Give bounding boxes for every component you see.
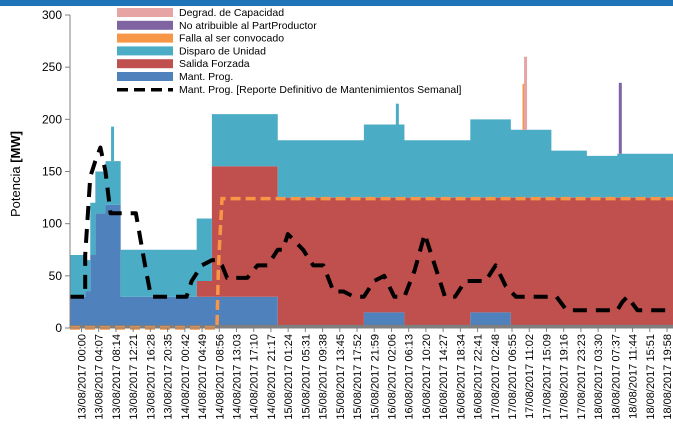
x-tick-label: 18/08/2017 19:58 xyxy=(662,334,673,420)
legend-label-0: Degrad. de Capacidad xyxy=(179,7,284,19)
chart-axes: 0 50 100 150 200 250 300 13/08/2017 00:00 13/08/… xyxy=(42,8,673,420)
header-bar xyxy=(0,0,673,6)
x-tick-label: 16/08/2017 06:13 xyxy=(404,334,416,420)
y-tick-label: 50 xyxy=(49,269,63,283)
x-tick-label: 14/08/2017 17:10 xyxy=(249,334,261,420)
x-tick-label: 13/08/2017 04:07 xyxy=(94,334,106,420)
x-tick-label: 17/08/2017 23:23 xyxy=(576,334,588,420)
legend-label-3: Disparo de Unidad xyxy=(179,45,266,57)
x-tick-label: 18/08/2017 03:30 xyxy=(593,334,605,420)
x-tick-label: 17/08/2017 11:02 xyxy=(524,334,536,419)
baseline-band xyxy=(70,324,673,328)
y-axis-label-text: Potencia xyxy=(8,163,23,217)
x-tick-label: 18/08/2017 11:44 xyxy=(628,334,640,419)
x-tick-label: 17/08/2017 19:16 xyxy=(559,334,571,420)
x-tick-label: 13/08/2017 00:00 xyxy=(77,334,89,420)
legend-swatch-0 xyxy=(117,8,173,17)
x-tick-label: 16/08/2017 14:27 xyxy=(438,334,450,420)
legend-swatch-4 xyxy=(117,59,173,69)
x-tick-label: 13/08/2017 20:35 xyxy=(163,334,175,420)
y-tick-label: 100 xyxy=(42,217,62,231)
spike-4 xyxy=(395,103,399,125)
plot-area xyxy=(70,56,673,330)
y-axis-label-unit: [MW] xyxy=(8,131,23,163)
x-tick-label: 16/08/2017 02:06 xyxy=(386,334,398,420)
x-tick-label: 18/08/2017 07:37 xyxy=(610,334,622,420)
x-tick-label: 14/08/2017 21:17 xyxy=(266,334,278,420)
y-tick-label: 250 xyxy=(42,60,62,74)
x-tick-label: 17/08/2017 02:48 xyxy=(490,334,502,420)
x-tick-label: 15/08/2017 17:52 xyxy=(352,334,364,420)
legend-label-2: Falla al ser convocado xyxy=(179,33,284,45)
legend-label-6: Mant. Prog. [Reporte Definitivo de Mante… xyxy=(179,84,462,96)
x-tick-label: 15/08/2017 01:24 xyxy=(283,334,295,420)
x-tick-label: 16/08/2017 22:41 xyxy=(473,334,485,420)
x-tick-label: 17/08/2017 15:09 xyxy=(541,334,553,420)
legend-swatch-3 xyxy=(117,46,173,56)
x-tick-label: 17/08/2017 06:55 xyxy=(507,334,519,420)
area-series-2 xyxy=(70,114,673,297)
spike-3 xyxy=(618,82,622,154)
x-tick-label: 13/08/2017 08:14 xyxy=(111,334,123,420)
spike-2 xyxy=(524,56,528,130)
area-series-1 xyxy=(70,166,673,328)
y-axis-label: Potencia [MW] xyxy=(8,131,23,217)
legend-label-5: Mant. Prog. xyxy=(179,71,233,83)
x-tick-label: 13/08/2017 12:21 xyxy=(128,334,140,420)
legend-label-4: Salida Forzada xyxy=(179,58,250,70)
area-series-0 xyxy=(70,204,673,328)
x-tick-label: 14/08/2017 08:56 xyxy=(214,334,226,420)
y-tick-label: 200 xyxy=(42,112,62,126)
spike-0 xyxy=(111,126,115,162)
black-dashed-line xyxy=(70,145,673,313)
y-tick-label: 300 xyxy=(42,8,62,22)
x-tick-label: 13/08/2017 16:28 xyxy=(145,334,157,420)
x-tick-label: 15/08/2017 09:38 xyxy=(318,334,330,420)
x-tick-label: 18/08/2017 15:51 xyxy=(645,334,657,420)
x-tick-label: 14/08/2017 13:03 xyxy=(231,334,243,420)
x-tick-label: 14/08/2017 00:42 xyxy=(180,334,192,420)
x-tick-label: 15/08/2017 05:31 xyxy=(300,334,312,420)
legend-swatch-2 xyxy=(117,33,173,43)
x-tick-label: 16/08/2017 10:20 xyxy=(421,334,433,420)
legend-swatch-1 xyxy=(117,20,173,30)
y-tick-label: 0 xyxy=(55,321,62,335)
x-tick-label: 15/08/2017 13:45 xyxy=(335,334,347,420)
x-tick-label: 14/08/2017 04:49 xyxy=(197,334,209,420)
x-tick-label: 16/08/2017 18:34 xyxy=(455,334,467,420)
legend-swatch-5 xyxy=(117,72,173,81)
spike-1 xyxy=(522,83,526,130)
legend-label-1: No atribuible al PartProductor xyxy=(179,20,317,32)
y-tick-label: 150 xyxy=(42,165,62,179)
x-tick-label: 15/08/2017 21:59 xyxy=(369,334,381,420)
